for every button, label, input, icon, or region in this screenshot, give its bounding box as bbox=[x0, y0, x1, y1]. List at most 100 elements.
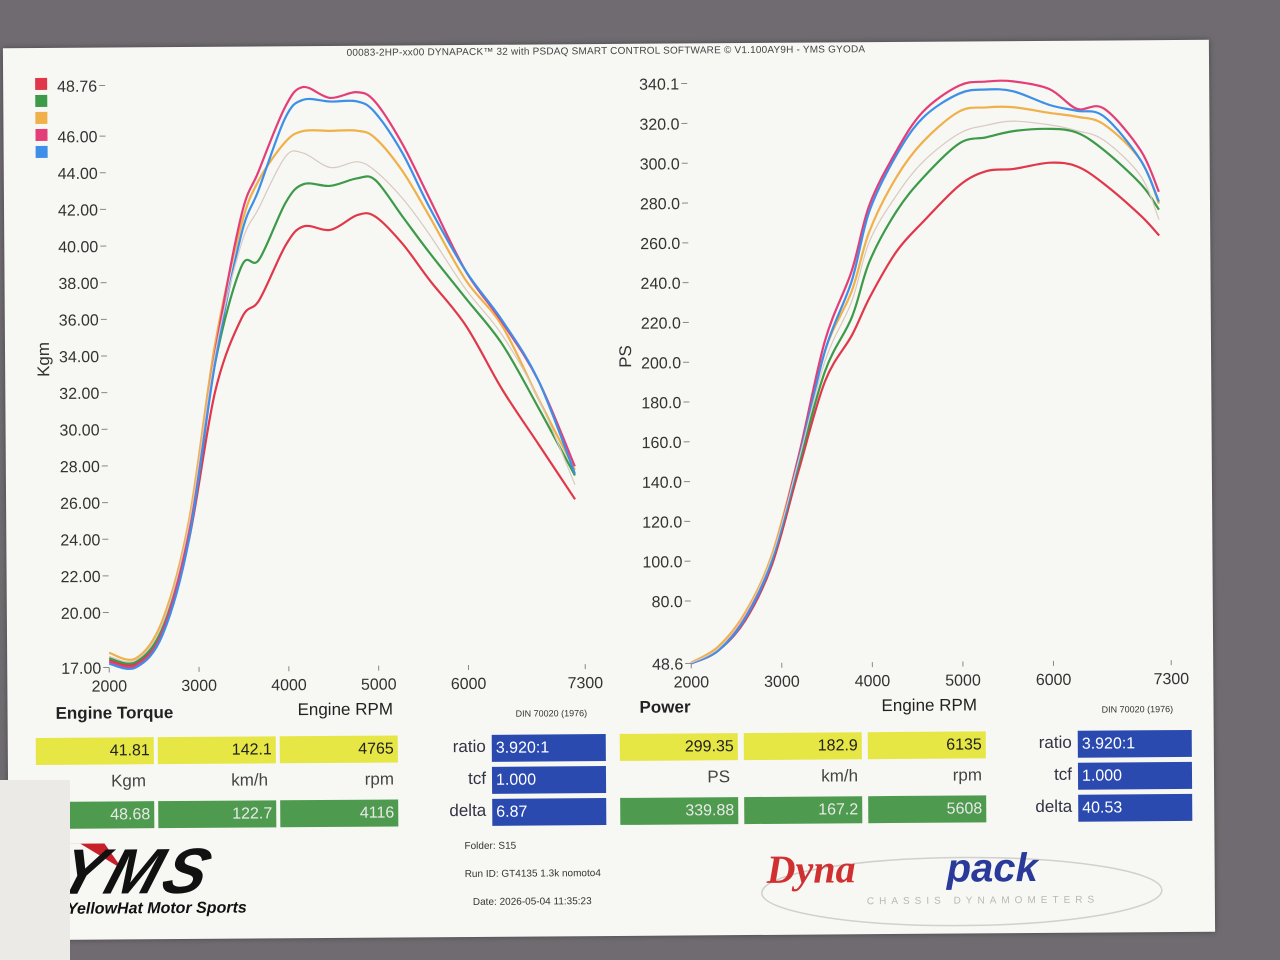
yms-logo: YMS YellowHat Motor Sports bbox=[50, 835, 247, 918]
torque-yellow-rpm: 4765 bbox=[279, 735, 398, 764]
power-xtick-label: 3000 bbox=[764, 674, 800, 691]
power-ytick-label: 160.0 bbox=[642, 435, 682, 452]
power-yellow-kmh: 182.9 bbox=[743, 732, 862, 761]
power-xtick-label: 5000 bbox=[945, 672, 981, 689]
torque-yellow-kgm: 41.81 bbox=[35, 737, 154, 766]
power-ratio-label: ratio bbox=[1038, 732, 1072, 753]
power-xlabel: Engine RPM bbox=[881, 695, 978, 716]
power-tcf-value: 1.000 bbox=[1077, 761, 1193, 790]
torque-ytick-label: 40.00 bbox=[58, 239, 98, 256]
power-din: DIN 70020 (1976) bbox=[1101, 704, 1174, 715]
power-series-blue bbox=[690, 88, 1160, 665]
power-series-red bbox=[690, 161, 1160, 665]
yms-tagline: YellowHat Motor Sports bbox=[67, 900, 247, 918]
power-series-green bbox=[690, 127, 1160, 665]
dynapack-sub-text: CHASSIS DYNAMOMETERS bbox=[867, 895, 1099, 908]
power-title: Power bbox=[639, 697, 691, 717]
torque-ytick-label: 46.00 bbox=[57, 129, 97, 146]
torque-ytick-label: 24.00 bbox=[60, 532, 100, 549]
power-ytick-label: 260.0 bbox=[640, 236, 680, 253]
power-chart: 340.1 320.0 300.0 280.0 260.0 240.0 220.0 200.0… bbox=[616, 76, 1189, 691]
paper-corner bbox=[0, 780, 70, 960]
dynapack-logo: Dyna pack CHASSIS DYNAMOMETERS bbox=[761, 846, 1163, 927]
power-ytick-label: 300.0 bbox=[640, 156, 680, 173]
run-id-info: Run ID: GT4135 1.3k nomoto4 bbox=[464, 868, 601, 881]
torque-xtick-label: 2000 bbox=[92, 678, 128, 695]
power-ytick-label: 340.1 bbox=[639, 76, 679, 93]
torque-ytick-label: 32.00 bbox=[59, 386, 99, 403]
power-series-orange bbox=[690, 105, 1160, 664]
power-delta-label: delta bbox=[1035, 796, 1073, 817]
folder-info: Folder: S15 bbox=[464, 840, 517, 853]
torque-din: DIN 70020 (1976) bbox=[515, 708, 588, 719]
torque-ratio-value: 3.920:1 bbox=[491, 734, 606, 762]
power-ytick-label: 120.0 bbox=[642, 514, 682, 531]
dynapack-blue-text: pack bbox=[945, 846, 1039, 891]
torque-ytick-label: 28.00 bbox=[60, 459, 100, 476]
torque-delta-label: delta bbox=[449, 800, 487, 821]
dynapack-red-text: Dyna bbox=[765, 846, 855, 892]
power-xtick-label: 6000 bbox=[1036, 672, 1072, 689]
power-unit-rpm: rpm bbox=[952, 765, 983, 785]
torque-xlabel: Engine RPM bbox=[297, 699, 394, 720]
power-unit-kmh: km/h bbox=[821, 766, 859, 786]
power-ytick-label: 280.0 bbox=[640, 196, 680, 213]
power-ytick-label: 240.0 bbox=[640, 276, 680, 293]
power-xtick-label: 7300 bbox=[1153, 671, 1189, 688]
torque-green-kmh: 122.7 bbox=[158, 800, 277, 829]
power-green-ps: 339.88 bbox=[620, 797, 739, 825]
power-ytick-label: 220.0 bbox=[641, 315, 681, 332]
power-ratio-value: 3.920:1 bbox=[1077, 729, 1192, 758]
torque-green-rpm: 4116 bbox=[280, 799, 399, 828]
torque-ytick-label: 38.00 bbox=[58, 276, 98, 293]
torque-ytick-label: 17.00 bbox=[61, 661, 101, 678]
torque-ytick-label: 26.00 bbox=[60, 496, 100, 513]
power-unit-ps: PS bbox=[707, 767, 731, 787]
torque-tcf-label: tcf bbox=[467, 768, 487, 788]
power-ytick-label: 140.0 bbox=[642, 475, 682, 492]
torque-unit-rpm: rpm bbox=[364, 769, 395, 789]
power-ylabel: PS bbox=[616, 345, 635, 368]
torque-ytick-label: 30.00 bbox=[59, 422, 99, 439]
torque-ylabel: Kgm bbox=[34, 342, 53, 377]
power-series-ghost bbox=[690, 120, 1160, 664]
power-ytick-label: 80.0 bbox=[652, 594, 683, 611]
torque-ytick-label: 48.76 bbox=[57, 79, 97, 96]
date-info: Date: 2026-05-04 11:35:23 bbox=[472, 896, 592, 908]
torque-xtick-label: 7300 bbox=[567, 675, 603, 692]
torque-ytick-label: 34.00 bbox=[59, 349, 99, 366]
yms-logo-text: YMS bbox=[50, 835, 223, 907]
power-yellow-rpm: 6135 bbox=[867, 731, 986, 760]
power-green-kmh: 167.2 bbox=[744, 796, 863, 825]
torque-ratio-label: ratio bbox=[452, 736, 486, 757]
torque-xtick-label: 6000 bbox=[451, 676, 487, 693]
torque-series-blue bbox=[108, 97, 576, 671]
torque-title: Engine Torque bbox=[55, 703, 174, 723]
torque-ytick-label: 44.00 bbox=[58, 166, 98, 183]
torque-yellow-kmh: 142.1 bbox=[157, 736, 276, 765]
power-ytick-label: 200.0 bbox=[641, 355, 681, 372]
power-ytick-label: 180.0 bbox=[641, 395, 681, 412]
torque-ytick-label: 20.00 bbox=[61, 606, 101, 623]
power-green-rpm: 5608 bbox=[868, 795, 987, 824]
power-ytick-label: 320.0 bbox=[639, 116, 679, 133]
torque-series-orange bbox=[108, 129, 576, 661]
torque-delta-value: 6.87 bbox=[492, 798, 607, 826]
torque-series-ghost bbox=[109, 150, 576, 663]
torque-ytick-label: 42.00 bbox=[58, 202, 98, 219]
torque-xtick-label: 5000 bbox=[361, 676, 397, 693]
power-ytick-label: 100.0 bbox=[642, 554, 682, 571]
power-ytick-label: 48.6 bbox=[652, 656, 683, 673]
torque-tcf-value: 1.000 bbox=[491, 766, 607, 794]
power-tcf-label: tcf bbox=[1053, 764, 1073, 784]
torque-xtick-label: 4000 bbox=[271, 677, 307, 694]
torque-ytick-label: 22.00 bbox=[60, 569, 100, 586]
power-xtick-label: 2000 bbox=[673, 674, 709, 691]
power-series-pink bbox=[690, 79, 1160, 665]
torque-unit-kmh: km/h bbox=[231, 770, 269, 790]
power-xtick-label: 4000 bbox=[855, 673, 891, 690]
torque-ytick-label: 36.00 bbox=[59, 312, 99, 329]
dyno-printout: 00083-2HP-xx00 DYNAPACK™ 32 with PSDAQ S… bbox=[2, 39, 1216, 941]
torque-chart: 48.76 46.00 44.00 42.00 40.00 38.00 36.00 34.00… bbox=[34, 79, 603, 696]
power-delta-value: 40.53 bbox=[1078, 793, 1193, 822]
